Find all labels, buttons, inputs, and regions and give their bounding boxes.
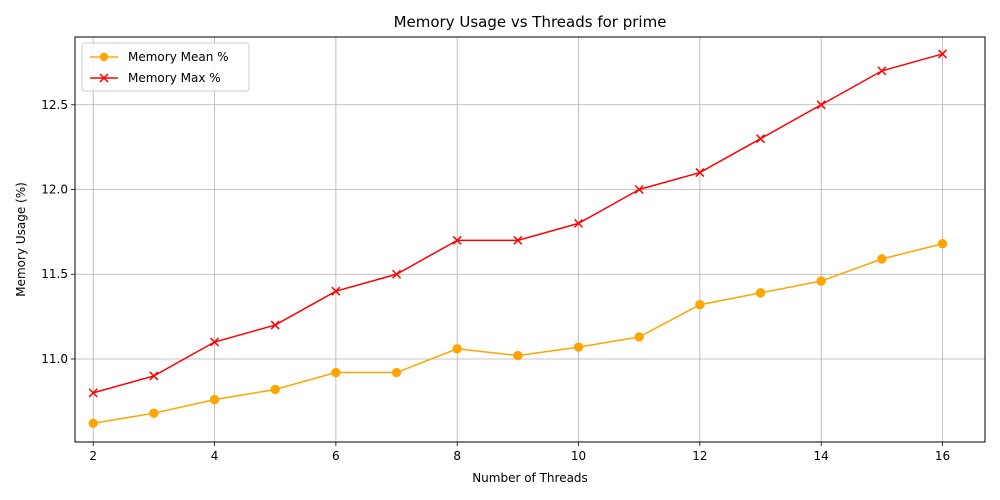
x-marker-stroke bbox=[392, 269, 402, 279]
data-point-circle bbox=[209, 394, 220, 405]
legend-label: Memory Mean % bbox=[128, 50, 229, 64]
y-tick-label: 11.0 bbox=[41, 352, 68, 366]
y-tick-label: 12.5 bbox=[41, 98, 68, 112]
legend: Memory Mean % Memory Max % bbox=[81, 42, 250, 92]
series-layer bbox=[88, 49, 948, 429]
series-memory-mean bbox=[88, 239, 948, 429]
data-point-x bbox=[574, 218, 584, 228]
data-point-circle bbox=[695, 300, 705, 310]
legend-marker-circle bbox=[99, 52, 109, 62]
data-point-x bbox=[392, 269, 402, 279]
legend-box bbox=[81, 42, 250, 92]
x-marker-stroke bbox=[88, 388, 98, 398]
data-point-circle bbox=[573, 342, 584, 352]
x-marker-stroke bbox=[513, 235, 523, 245]
legend-item: Memory Max % bbox=[90, 71, 221, 85]
x-marker-stroke bbox=[331, 286, 341, 296]
y-tick-label: 11.5 bbox=[41, 267, 68, 281]
data-point-x bbox=[513, 235, 523, 245]
x-marker-stroke bbox=[756, 134, 766, 144]
x-marker-stroke bbox=[270, 320, 280, 330]
data-point-x bbox=[877, 66, 887, 76]
data-point-circle bbox=[877, 254, 887, 264]
y-axis-title: Memory Usage (%) bbox=[14, 182, 28, 297]
data-point-circle bbox=[331, 367, 341, 378]
data-point-x bbox=[756, 134, 766, 144]
data-point-x bbox=[695, 168, 705, 178]
data-point-x bbox=[149, 371, 159, 381]
legend-item: Memory Mean % bbox=[90, 50, 229, 64]
x-marker-stroke bbox=[938, 49, 948, 59]
data-point-circle bbox=[755, 288, 766, 298]
data-point-circle bbox=[270, 384, 280, 395]
data-point-x bbox=[938, 49, 948, 59]
x-marker-stroke bbox=[574, 218, 584, 228]
x-marker-stroke bbox=[816, 100, 826, 110]
x-axis-title: Number of Threads bbox=[472, 471, 588, 485]
data-point-circle bbox=[634, 332, 644, 342]
x-tick-label: 8 bbox=[453, 449, 461, 463]
x-marker-stroke bbox=[634, 184, 644, 195]
data-point-circle bbox=[391, 367, 402, 378]
series-memory-max bbox=[88, 49, 948, 398]
ticks: 2 4 6 8 10 12 14 16 11.0 11.5 12.0 12.5 bbox=[41, 98, 950, 463]
data-point-x bbox=[816, 100, 826, 110]
x-marker-stroke bbox=[695, 168, 705, 178]
data-point-x bbox=[270, 320, 280, 330]
x-marker-stroke bbox=[452, 235, 462, 245]
y-tick-label: 12.0 bbox=[41, 183, 68, 197]
x-tick-label: 4 bbox=[211, 449, 219, 463]
data-point-circle bbox=[937, 239, 948, 249]
legend-marker-x bbox=[99, 73, 109, 83]
x-tick-label: 10 bbox=[571, 449, 586, 463]
data-point-x bbox=[210, 337, 220, 347]
legend-label: Memory Max % bbox=[128, 71, 221, 85]
x-marker-stroke bbox=[149, 371, 159, 381]
chart-title: Memory Usage vs Threads for prime bbox=[394, 13, 667, 31]
data-point-circle bbox=[816, 276, 826, 286]
plot-frame bbox=[74, 36, 986, 443]
data-point-x bbox=[88, 388, 98, 398]
x-tick-label: 14 bbox=[814, 449, 829, 463]
x-tick-label: 2 bbox=[89, 449, 97, 463]
data-point-x bbox=[634, 184, 644, 195]
x-tick-label: 16 bbox=[935, 449, 950, 463]
data-point-circle bbox=[452, 344, 462, 354]
x-tick-label: 6 bbox=[332, 449, 340, 463]
grid bbox=[75, 37, 985, 442]
data-point-x bbox=[331, 286, 341, 296]
x-tick-label: 12 bbox=[692, 449, 707, 463]
data-point-circle bbox=[88, 418, 98, 429]
x-marker-stroke bbox=[210, 337, 220, 347]
data-point-circle bbox=[149, 408, 159, 418]
x-marker-stroke bbox=[877, 66, 887, 76]
data-point-x bbox=[452, 235, 462, 245]
data-point-circle bbox=[513, 350, 523, 361]
